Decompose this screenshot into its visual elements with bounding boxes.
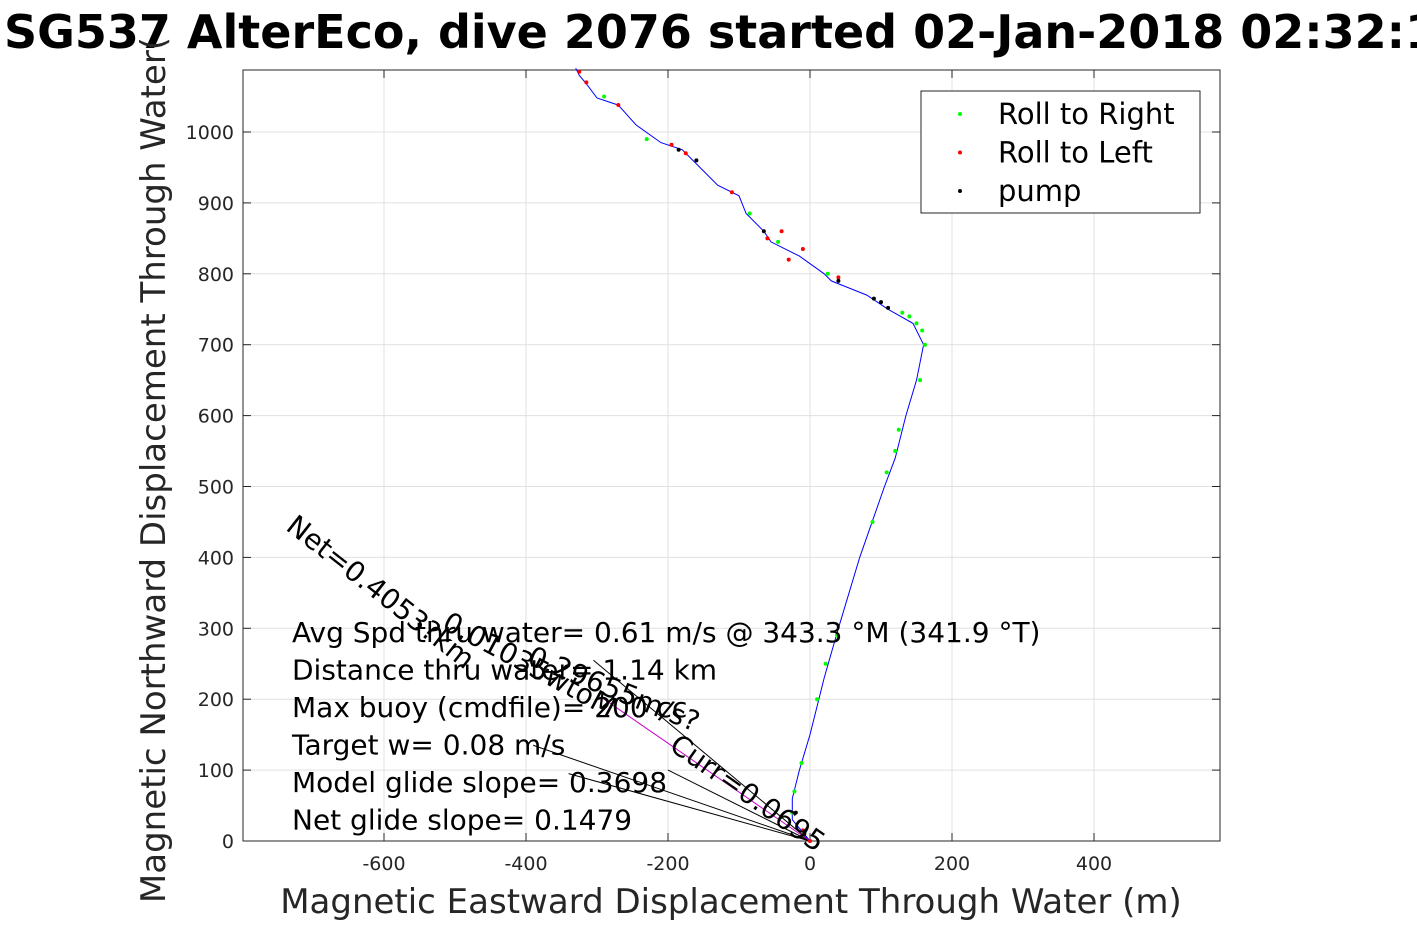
point-roll-to-left: [765, 236, 769, 240]
point-roll-to-right: [920, 329, 924, 333]
point-pump: [836, 279, 840, 283]
point-roll-to-right: [897, 428, 901, 432]
legend-label: Roll to Left: [998, 136, 1153, 170]
point-roll-to-left: [670, 143, 674, 147]
x-axis-label: Magnetic Eastward Displacement Through W…: [280, 882, 1182, 922]
y-tick-label: 1000: [186, 122, 234, 144]
y-tick-label: 400: [198, 547, 234, 569]
point-roll-to-right: [815, 697, 819, 701]
point-roll-to-right: [792, 789, 796, 793]
legend-label: Roll to Right: [998, 97, 1175, 131]
x-tick-label: -400: [504, 853, 547, 875]
point-roll-to-right: [748, 212, 752, 216]
x-tick-label: 200: [934, 853, 970, 875]
y-tick-label: 700: [198, 335, 234, 357]
y-tick-label: 200: [198, 689, 234, 711]
point-roll-to-right: [799, 761, 803, 765]
point-pump: [762, 229, 766, 233]
point-pump: [677, 148, 681, 152]
annotation-line: Target w= 0.08 m/s: [291, 729, 565, 762]
point-roll-to-right: [870, 520, 874, 524]
point-roll-to-right: [776, 240, 780, 244]
point-pump: [879, 300, 883, 304]
annotation-line: Model glide slope= 0.3698: [292, 766, 667, 799]
annotation-line: Net glide slope= 0.1479: [292, 804, 632, 837]
point-roll-to-left: [801, 247, 805, 251]
y-tick-label: 600: [198, 406, 234, 428]
point-roll-to-right: [885, 470, 889, 474]
point-roll-to-right: [923, 343, 927, 347]
y-tick-label: 0: [222, 831, 234, 853]
point-roll-to-left: [780, 229, 784, 233]
chart-title: SG537 AlterEco, dive 2076 started 02-Jan…: [4, 5, 1417, 59]
point-roll-to-left: [836, 275, 840, 279]
point-roll-to-right: [826, 272, 830, 276]
legend-label: pump: [998, 174, 1081, 208]
annotation-line: Distance thru water= 1.14 km: [292, 654, 717, 687]
point-roll-to-left: [577, 70, 581, 74]
point-pump: [872, 297, 876, 301]
point-roll-to-right: [602, 95, 606, 99]
legend: Roll to Right Roll to Left pump: [921, 91, 1200, 213]
y-tick-label: 300: [198, 618, 234, 640]
point-roll-to-left: [616, 103, 620, 107]
point-roll-to-left: [584, 80, 588, 84]
vector-label: Net=0.4053?km: [280, 509, 481, 676]
x-tick-label: 400: [1076, 853, 1112, 875]
legend-marker: [958, 151, 962, 155]
point-pump: [886, 306, 890, 310]
point-roll-to-right: [907, 314, 911, 318]
y-axis-label: Magnetic Northward Displacement Through …: [134, 37, 174, 903]
point-roll-to-right: [824, 662, 828, 666]
x-tick-label: -600: [362, 853, 405, 875]
point-roll-to-right: [645, 137, 649, 141]
point-roll-to-left: [787, 258, 791, 262]
y-tick-label: 500: [198, 477, 234, 499]
y-tick-label: 100: [198, 760, 234, 782]
legend-marker: [958, 112, 962, 116]
y-tick-label: 800: [198, 264, 234, 286]
point-roll-to-right: [900, 311, 904, 315]
point-roll-to-right: [918, 378, 922, 382]
x-tick-label: -200: [646, 853, 689, 875]
chart: SG537 AlterEco, dive 2076 started 02-Jan…: [0, 0, 1417, 945]
annotation-line: Max buoy (cmdfile)= 200 cc: [292, 691, 687, 724]
point-roll-to-right: [893, 449, 897, 453]
point-roll-to-left: [730, 190, 734, 194]
legend-marker: [958, 189, 962, 193]
annotation-line: Avg Spd thru water= 0.61 m/s @ 343.3 °M …: [292, 616, 1040, 649]
point-roll-to-right: [915, 321, 919, 325]
point-roll-to-left: [684, 151, 688, 155]
y-tick-label: 900: [198, 193, 234, 215]
track-line: [576, 68, 924, 841]
series: [576, 68, 927, 843]
point-pump: [694, 158, 698, 162]
